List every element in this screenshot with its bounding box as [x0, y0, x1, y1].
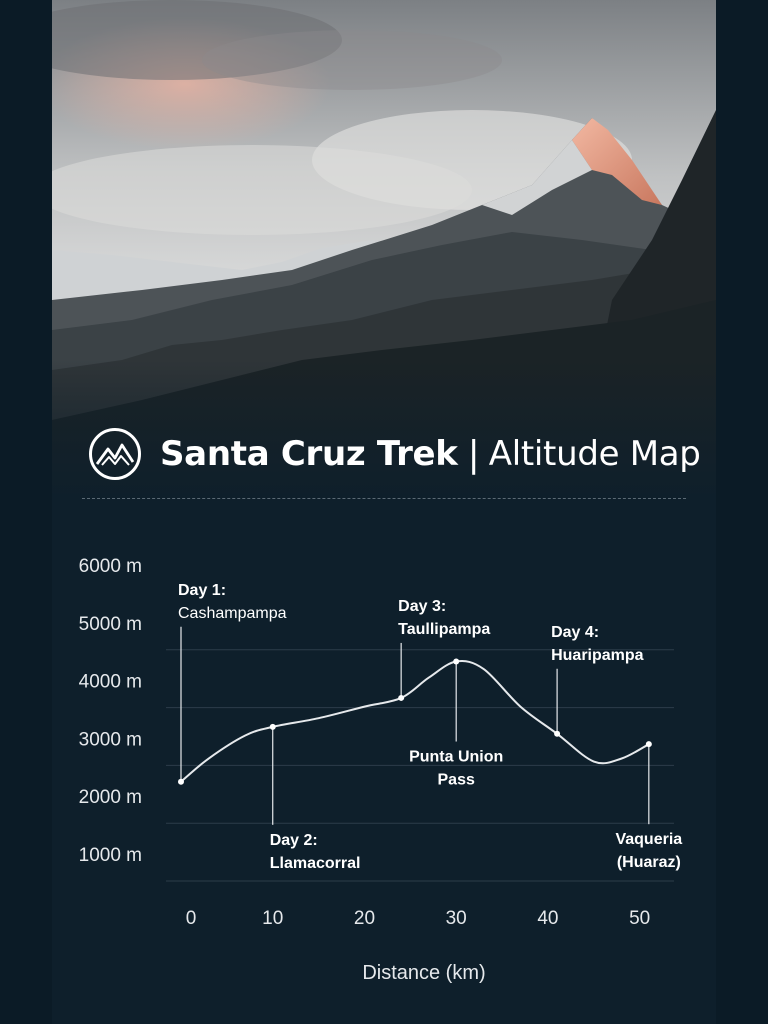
annotation-place: Llamacorral: [270, 855, 361, 872]
title-divider: [82, 498, 686, 499]
infographic-panel: Santa Cruz Trek | Altitude Map: [52, 0, 716, 1024]
x-tick-label: 30: [446, 908, 467, 929]
annotation-title: Day 3:: [398, 598, 446, 615]
annotation-place: Pass: [438, 772, 475, 789]
annotation-place: Cashampampa: [178, 605, 287, 622]
x-tick-label: 0: [186, 908, 197, 929]
y-tick-label: 3000 m: [79, 729, 142, 750]
mountain-logo-icon: [89, 428, 141, 480]
title-row: Santa Cruz Trek | Altitude Map: [88, 426, 701, 482]
annotation-place: Taullipampa: [398, 621, 490, 638]
annotation-place: (Huaraz): [617, 854, 681, 871]
title-separator: |: [467, 433, 480, 475]
altitude-line: [180, 660, 650, 783]
data-point: [453, 658, 460, 665]
data-point: [554, 730, 561, 737]
annotation-place: Huaripampa: [551, 647, 644, 664]
y-tick-label: 1000 m: [79, 845, 142, 866]
annotation-title: Day 1:: [178, 582, 226, 599]
x-tick-label: 20: [354, 908, 375, 929]
annotation-title: Punta Union: [409, 749, 503, 766]
x-axis-label: Distance (km): [362, 962, 485, 984]
page-subtitle: Altitude Map: [488, 434, 701, 474]
data-point: [269, 723, 276, 730]
x-tick-label: 50: [629, 908, 650, 929]
data-point: [398, 694, 405, 701]
y-tick-label: 4000 m: [79, 672, 142, 693]
data-point: [178, 778, 184, 785]
x-tick-label: 40: [537, 908, 558, 929]
y-tick-label: 6000 m: [79, 556, 142, 577]
annotation-title: Day 2:: [270, 832, 318, 849]
y-tick-label: 2000 m: [79, 787, 142, 808]
annotation-title: Vaqueria: [615, 831, 682, 848]
mountain-photo: [52, 0, 716, 500]
x-tick-label: 10: [262, 908, 283, 929]
y-tick-label: 5000 m: [79, 614, 142, 635]
data-point: [645, 741, 652, 748]
annotation-title: Day 4:: [551, 624, 599, 641]
page-title: Santa Cruz Trek: [160, 434, 458, 474]
